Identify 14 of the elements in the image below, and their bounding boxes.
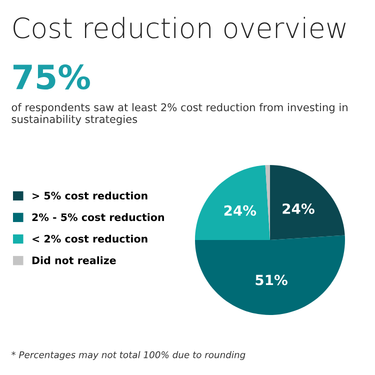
chart-subtitle: of respondents saw at least 2% cost reduction from investing in sustainability strategies <box>12 103 348 126</box>
data-label: 24% <box>224 205 256 216</box>
pie-slice <box>195 235 345 315</box>
data-label: 24% <box>282 203 314 214</box>
text: * Percentages may not total 100% due to rounding <box>12 351 246 360</box>
legend-label: Did not realize <box>32 256 116 264</box>
text: 75% <box>13 64 90 90</box>
pie-slice <box>270 165 345 240</box>
legend-label: 2% - 5% cost reduction <box>32 213 164 222</box>
pie-slice <box>195 165 270 240</box>
legend-label: < 2% cost reduction <box>32 234 148 243</box>
chart-title: Cost reduction overview <box>14 16 346 38</box>
legend-label: > 5% cost reduction <box>32 192 148 200</box>
data-label: 51% <box>256 274 288 286</box>
